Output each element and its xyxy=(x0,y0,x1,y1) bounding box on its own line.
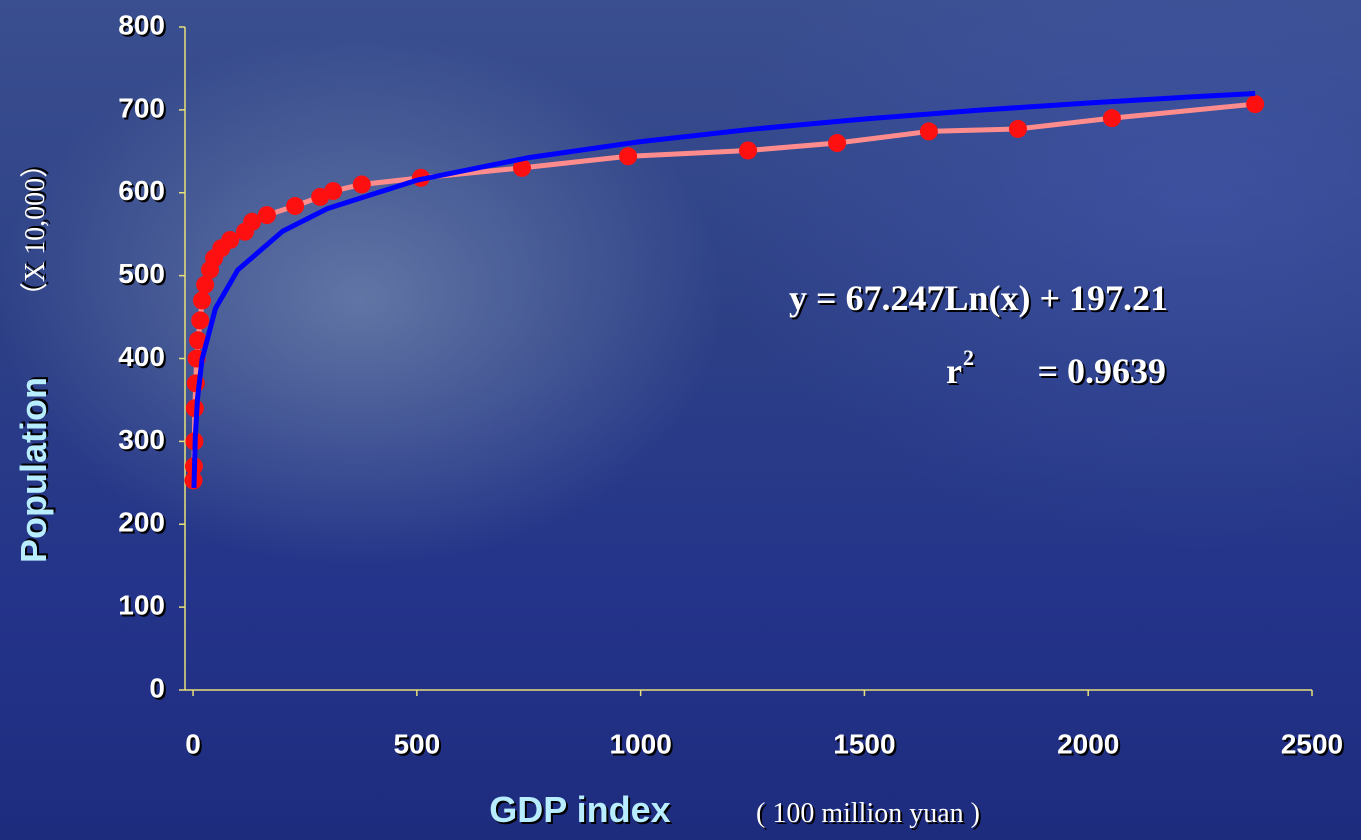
data-point xyxy=(1246,95,1264,113)
x-axis-label: GDP index xyxy=(489,789,670,830)
data-point xyxy=(191,311,209,329)
r2-value: = 0.9639 xyxy=(1037,351,1166,391)
equation: y = 67.247Ln(x) + 197.21 xyxy=(789,278,1168,318)
data-point xyxy=(193,291,211,309)
data-point xyxy=(1103,109,1121,127)
y-tick-label: 400 xyxy=(118,341,165,372)
y-tick-label: 600 xyxy=(118,175,165,206)
data-point xyxy=(739,141,757,159)
x-tick-label: 1500 xyxy=(833,728,895,759)
data-point xyxy=(258,206,276,224)
page: {"chart_data": { "type": "scatter", "x_l… xyxy=(0,0,1361,840)
y-tick-label: 300 xyxy=(118,424,165,455)
data-point xyxy=(828,134,846,152)
y-tick-label: 100 xyxy=(118,590,165,621)
x-tick-label: 0 xyxy=(185,728,201,759)
y-tick-label: 500 xyxy=(118,258,165,289)
x-axis-unit: ( 100 million yuan ) xyxy=(756,798,980,829)
x-tick-label: 2000 xyxy=(1057,728,1119,759)
y-axis-label: Population xyxy=(13,377,54,563)
y-tick-label: 700 xyxy=(118,92,165,123)
x-tick-label: 500 xyxy=(393,728,440,759)
y-tick-label: 800 xyxy=(118,9,165,40)
data-point xyxy=(1009,120,1027,138)
r2-superscript: 2 xyxy=(963,345,974,370)
y-axis-unit: （X 10,000） xyxy=(19,150,51,310)
r2-label: r xyxy=(946,351,962,391)
y-tick-label: 200 xyxy=(118,507,165,538)
data-point xyxy=(353,175,371,193)
data-point xyxy=(286,197,304,215)
data-point xyxy=(920,122,938,140)
data-point xyxy=(324,182,342,200)
chart: Population （X 10,000） GDP index ( 100 mi… xyxy=(0,0,1361,840)
x-tick-label: 1000 xyxy=(609,728,671,759)
x-tick-label: 2500 xyxy=(1281,728,1343,759)
data-point xyxy=(619,147,637,165)
y-tick-label: 0 xyxy=(149,672,165,703)
